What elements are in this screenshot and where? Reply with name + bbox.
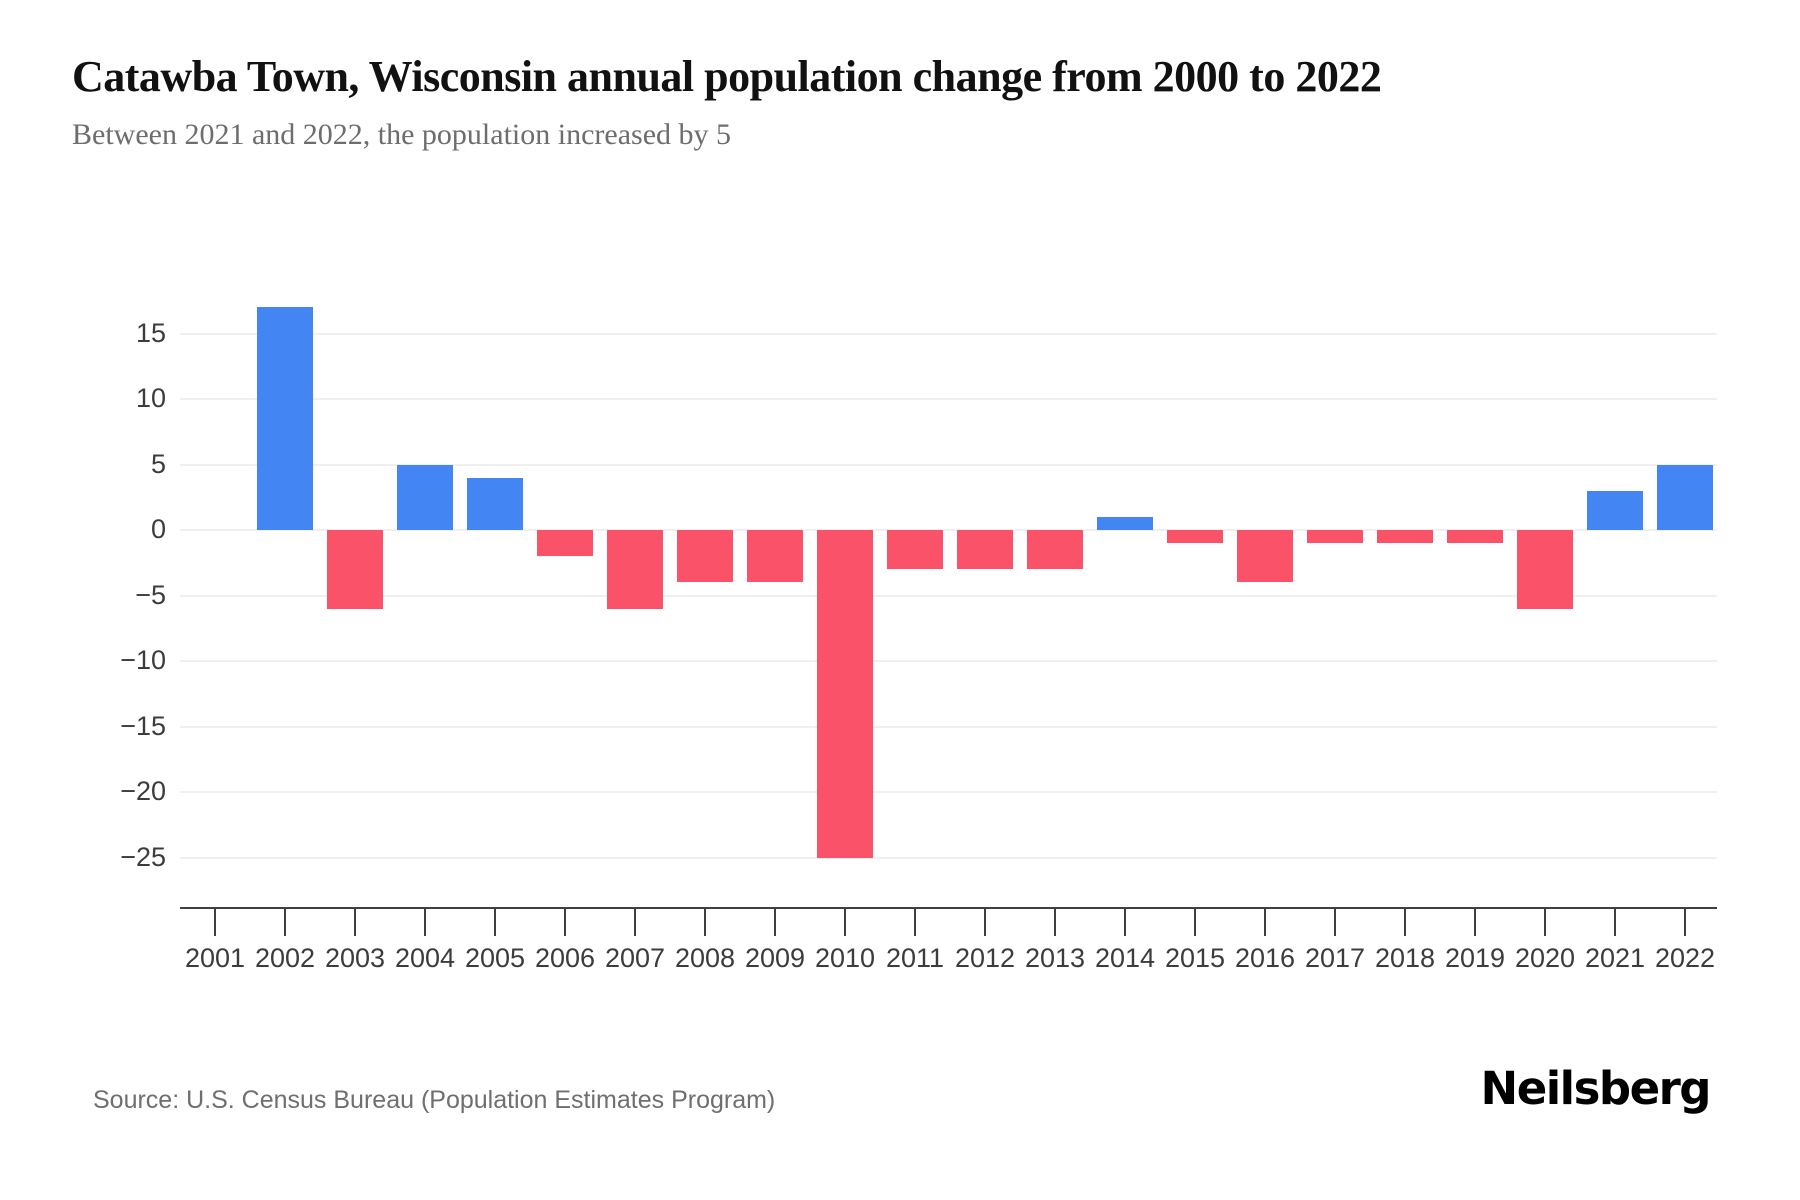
x-tick-2016 [1264,909,1266,936]
bar-2002[interactable] [257,307,313,530]
x-tick-2006 [564,909,566,936]
x-tick-label-2006: 2006 [534,943,596,973]
x-tick-2019 [1474,909,1476,936]
y-tick-label--20: −20 [120,776,166,806]
gridline--5 [180,594,1717,597]
neilsberg-logo[interactable]: Neilsberg [1480,1062,1712,1115]
bar-2004[interactable] [397,464,453,530]
x-tick-2011 [914,909,916,936]
x-tick-2009 [774,909,776,936]
gridline--10 [180,660,1717,662]
x-tick-label-2018: 2018 [1374,943,1436,973]
y-tick-label-5: 5 [150,448,166,479]
x-tick-2013 [1054,909,1056,936]
x-tick-label-2003: 2003 [324,943,386,973]
chart-subtitle: Between 2021 and 2022, the population in… [72,118,732,151]
x-tick-2008 [704,909,706,936]
bar-2012[interactable] [957,530,1013,570]
x-tick-2020 [1544,909,1546,936]
y-tick-label--5: −5 [135,579,166,610]
bar-2009[interactable] [747,530,803,583]
bar-chart: 15 10 5 0 −5 −10 −15 −20 −25 2001 2002 2003 2004 200… [120,307,1717,973]
bar-2007[interactable] [607,530,663,609]
x-tick-label-2005: 2005 [464,943,526,973]
x-tick-2007 [634,909,636,936]
x-tick-label-2015: 2015 [1164,943,1226,973]
bar-2016[interactable] [1237,530,1293,583]
x-axis-line [180,907,1717,909]
y-tick-label-10: 10 [135,383,166,413]
x-tick-2002 [284,909,286,936]
x-tick-2022 [1684,909,1686,936]
gridline-10 [180,398,1717,400]
y-tick-label--15: −15 [120,710,166,741]
gridline-15 [180,332,1717,335]
x-tick-label-2008: 2008 [674,943,736,973]
y-tick-label-0: 0 [150,514,166,544]
x-tick-label-2016: 2016 [1234,943,1296,973]
x-tick-label-2022: 2022 [1654,943,1716,973]
bar-2005[interactable] [467,477,523,530]
x-tick-2017 [1334,909,1336,936]
bar-2013[interactable] [1027,530,1083,570]
x-tick-label-2007: 2007 [604,943,666,973]
y-tick-label--25: −25 [120,841,166,872]
x-tick-2018 [1404,909,1406,936]
x-tick-2021 [1614,909,1616,936]
source-text: Source: U.S. Census Bureau (Population E… [93,1086,776,1114]
bar-2018[interactable] [1377,530,1433,544]
x-tick-2012 [984,909,986,936]
bar-2003[interactable] [327,530,383,609]
x-tick-label-2014: 2014 [1094,943,1156,973]
x-tick-label-2013: 2013 [1024,943,1086,973]
y-tick-label--10: −10 [120,645,166,675]
bar-2019[interactable] [1447,530,1503,544]
x-tick-label-2020: 2020 [1514,943,1576,973]
bar-2015[interactable] [1167,530,1223,544]
y-tick-label-15: 15 [135,317,166,348]
x-tick-2004 [424,909,426,936]
x-tick-label-2017: 2017 [1304,943,1366,973]
x-tick-label-2001: 2001 [184,943,246,973]
x-tick-label-2010: 2010 [814,943,876,973]
bar-2022[interactable] [1657,464,1713,530]
gridline-0 [180,529,1717,531]
x-tick-label-2009: 2009 [744,943,806,973]
bar-2008[interactable] [677,530,733,583]
x-tick-2001 [214,909,216,936]
bar-2011[interactable] [887,530,943,570]
bar-2021[interactable] [1587,490,1643,530]
x-tick-label-2021: 2021 [1584,943,1646,973]
x-tick-2014 [1124,909,1126,936]
bar-2017[interactable] [1307,530,1363,544]
bar-2006[interactable] [537,530,593,557]
gridline--25 [180,856,1717,859]
x-tick-label-2004: 2004 [394,943,456,973]
chart-title: Catawba Town, Wisconsin annual populatio… [72,52,1382,101]
x-tick-2010 [844,909,846,936]
gridline--15 [180,725,1717,728]
x-tick-2015 [1194,909,1196,936]
x-tick-label-2019: 2019 [1444,943,1506,973]
x-tick-label-2002: 2002 [254,943,316,973]
bar-2010[interactable] [817,530,873,858]
bar-2020[interactable] [1517,530,1573,609]
x-tick-label-2011: 2011 [885,943,945,973]
x-tick-label-2012: 2012 [954,943,1016,973]
x-tick-2003 [354,909,356,936]
x-tick-2005 [494,909,496,936]
gridline--20 [180,791,1717,793]
gridline-5 [180,463,1717,466]
bar-2014[interactable] [1097,516,1153,530]
